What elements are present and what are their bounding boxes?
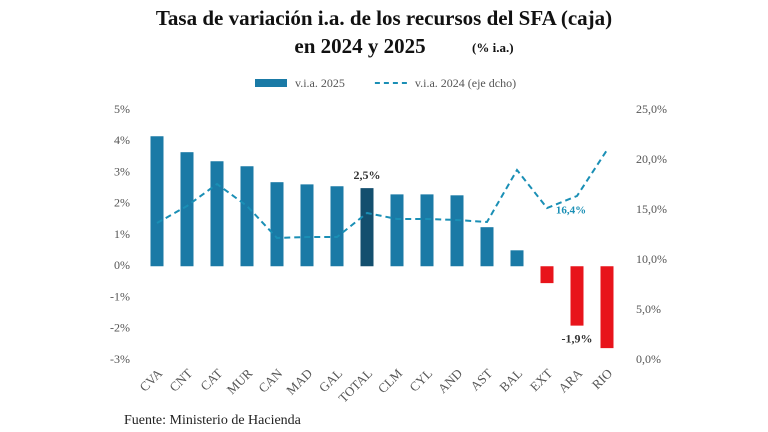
x-tick-label: CYL: [406, 366, 435, 395]
unit-note: (% i.a.): [472, 40, 514, 55]
bar: [540, 266, 554, 284]
bar: [390, 194, 404, 267]
bar: [150, 136, 164, 267]
bar: [480, 227, 494, 267]
y2-tick-label: 20,0%: [636, 152, 667, 166]
bar: [360, 188, 374, 267]
bar: [180, 152, 194, 267]
legend-swatch: [255, 79, 287, 87]
y-tick-label: 5%: [114, 102, 130, 116]
x-tick-label: CNT: [166, 366, 195, 395]
x-tick-label: ARA: [555, 365, 585, 395]
y2-tick-label: 25,0%: [636, 102, 667, 116]
y-tick-label: -2%: [110, 321, 130, 335]
source: Fuente: Ministerio de Hacienda: [124, 413, 302, 428]
x-tick-label: CAT: [197, 366, 225, 394]
bar: [330, 186, 344, 267]
y-tick-label: -1%: [110, 289, 130, 303]
x-tick-label: TOTAL: [335, 366, 375, 406]
x-tick-label: MUR: [224, 365, 256, 397]
chart-title: Tasa de variación i.a. de los recursos d…: [156, 6, 612, 30]
bar: [600, 266, 614, 349]
data-label: 2,5%: [354, 168, 381, 182]
y-tick-label: 1%: [114, 227, 130, 241]
bar: [270, 182, 284, 267]
chart-subtitle: en 2024 y 2025: [294, 34, 425, 58]
y-tick-label: 0%: [114, 258, 130, 272]
y-tick-label: 3%: [114, 164, 130, 178]
x-tick-label: RIO: [589, 366, 615, 392]
bar: [450, 195, 464, 267]
x-tick-label: EXT: [527, 366, 556, 395]
x-tick-label: BAL: [496, 366, 525, 395]
y-tick-label: 4%: [114, 133, 130, 147]
x-tick-label: CAN: [255, 365, 285, 395]
line: [156, 149, 608, 240]
y2-tick-label: 15,0%: [636, 202, 667, 216]
x-tick-label: AST: [467, 366, 495, 394]
bar: [570, 266, 584, 326]
x-tick-label: MAD: [283, 366, 315, 398]
bar: [240, 166, 254, 267]
legend-label: v.i.a. 2025: [295, 76, 345, 90]
x-tick-label: CVA: [136, 365, 165, 394]
y2-tick-label: 5,0%: [636, 302, 661, 316]
y-tick-label: -3%: [110, 352, 130, 366]
x-tick-label: CLM: [375, 365, 406, 396]
legend-label: v.i.a. 2024 (eje dcho): [415, 76, 516, 90]
bar: [420, 194, 434, 267]
bar: [210, 161, 224, 267]
data-label: 16,4%: [556, 205, 586, 217]
y2-tick-label: 0,0%: [636, 352, 661, 366]
y2-tick-label: 10,0%: [636, 252, 667, 266]
y-tick-label: 2%: [114, 196, 130, 210]
x-tick-label: AND: [435, 366, 466, 397]
bar: [510, 250, 524, 267]
bar: [300, 184, 314, 267]
data-label: -1,9%: [562, 331, 593, 345]
